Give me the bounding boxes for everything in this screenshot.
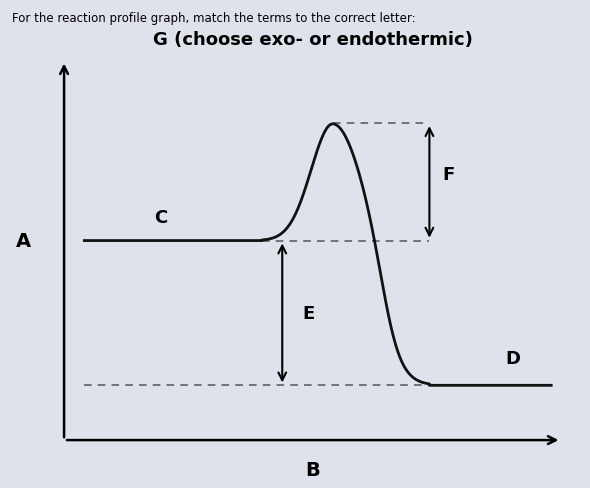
Text: F: F — [442, 166, 454, 183]
Text: E: E — [303, 305, 315, 322]
Text: A: A — [16, 232, 31, 250]
Text: D: D — [506, 349, 520, 367]
Text: For the reaction profile graph, match the terms to the correct letter:: For the reaction profile graph, match th… — [12, 12, 415, 25]
Text: B: B — [306, 460, 320, 479]
Text: C: C — [154, 209, 167, 226]
Title: G (choose exo- or endothermic): G (choose exo- or endothermic) — [153, 31, 473, 49]
